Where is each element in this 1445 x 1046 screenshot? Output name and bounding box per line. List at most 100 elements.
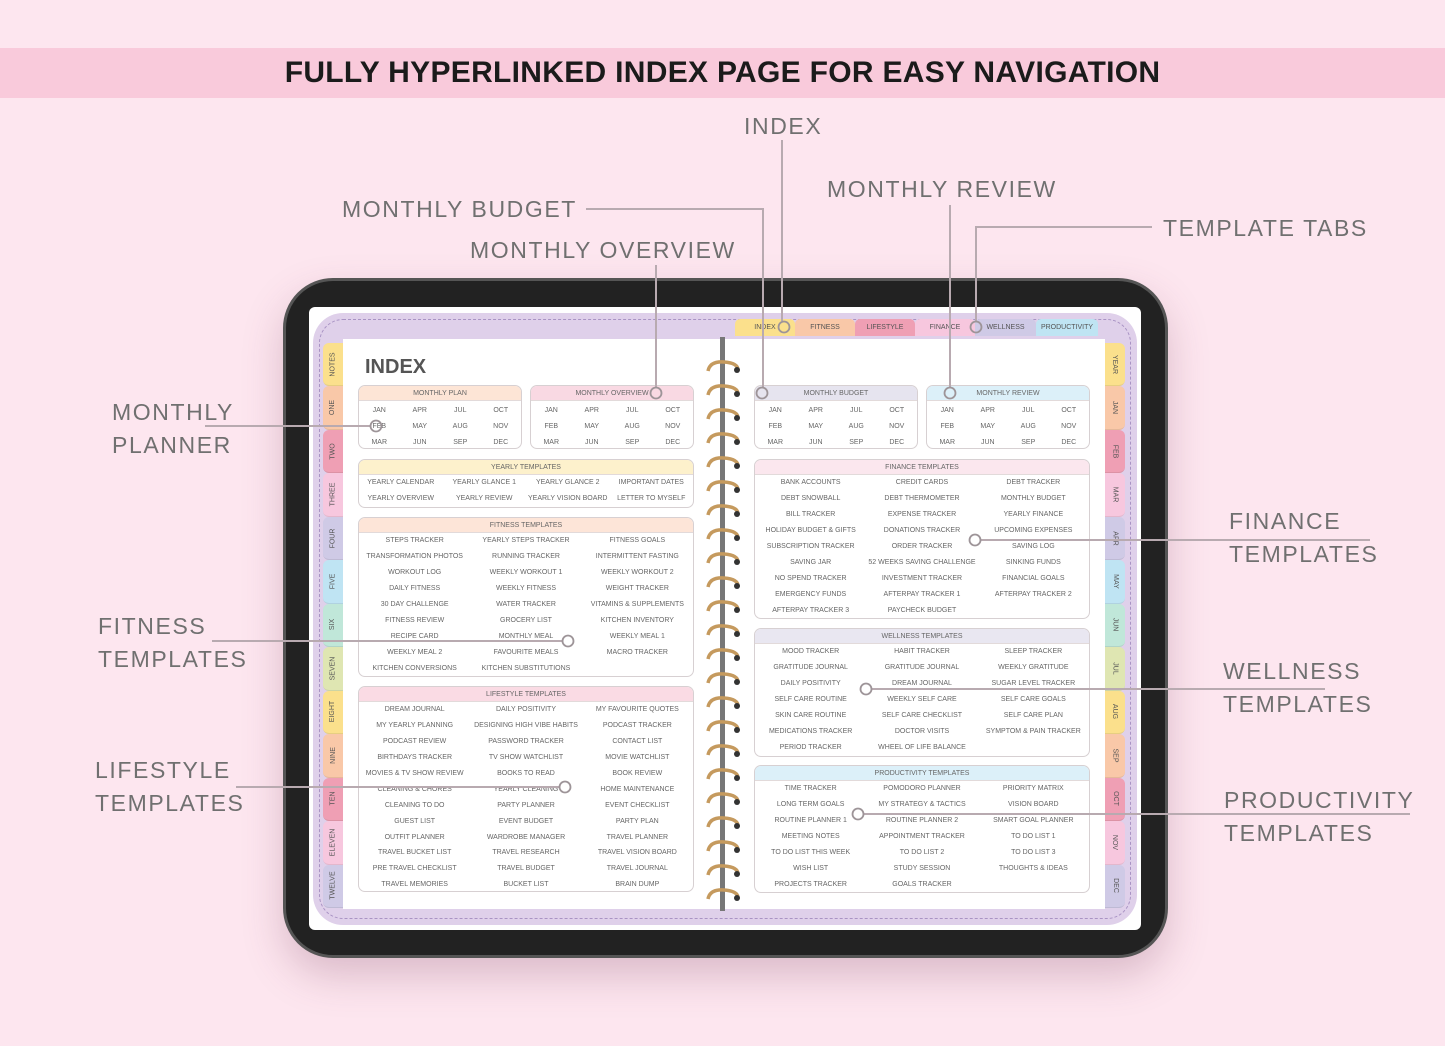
template-link[interactable]: CLEANING & CHORES	[377, 785, 452, 793]
template-link[interactable]: APPOINTMENT TRACKER	[879, 833, 965, 841]
month-link[interactable]: MAR	[939, 438, 956, 446]
template-link[interactable]: MOVIE WATCHLIST	[605, 754, 670, 762]
month-link[interactable]: SEP	[1021, 438, 1036, 446]
month-link[interactable]: DEC	[493, 438, 509, 446]
side-tab-eleven[interactable]: ELEVEN	[323, 821, 343, 865]
template-link[interactable]: SUBSCRIPTION TRACKER	[766, 543, 855, 550]
template-link[interactable]: AFTERPAY TRACKER 3	[772, 606, 850, 614]
template-link[interactable]: THOUGHTS & IDEAS	[998, 864, 1068, 872]
side-tab-mar[interactable]: MAR	[1105, 473, 1125, 517]
template-link[interactable]: SINKING FUNDS	[1005, 558, 1061, 566]
template-link[interactable]: SMART GOAL PLANNER	[993, 817, 1074, 825]
template-link[interactable]: TRAVEL RESEARCH	[492, 849, 560, 857]
template-link[interactable]: DEBT TRACKER	[1006, 479, 1061, 487]
side-tab-oct[interactable]: OCT	[1105, 777, 1125, 822]
template-tab-index[interactable]: INDEX	[735, 319, 795, 336]
template-link[interactable]: TV SHOW WATCHLIST	[488, 754, 564, 762]
template-link[interactable]: SELF CARE CHECKLIST	[881, 712, 963, 719]
template-link[interactable]: WEEKLY MEAL 2	[387, 648, 443, 656]
template-link[interactable]: BOOK REVIEW	[612, 770, 663, 777]
template-link[interactable]: SAVING LOG	[1011, 543, 1055, 550]
template-link[interactable]: DEBT THERMOMETER	[884, 495, 960, 503]
side-tab-twelve[interactable]: TWELVE	[323, 864, 343, 908]
month-link[interactable]: DEC	[889, 438, 905, 446]
month-link[interactable]: JUL	[626, 406, 639, 414]
template-link[interactable]: LONG TERM GOALS	[776, 801, 845, 809]
month-link[interactable]: MAY	[980, 422, 996, 430]
template-link[interactable]: FINANCIAL GOALS	[1002, 574, 1065, 582]
template-link[interactable]: FITNESS GOALS	[609, 537, 666, 545]
template-link[interactable]: DAILY POSITIVITY	[780, 680, 841, 688]
template-link[interactable]: FITNESS REVIEW	[385, 616, 445, 624]
template-link[interactable]: GUEST LIST	[394, 817, 436, 825]
month-link[interactable]: NOV	[889, 422, 905, 430]
template-link[interactable]: PERIOD TRACKER	[779, 743, 842, 751]
template-link[interactable]: MOOD TRACKER	[782, 648, 840, 656]
template-link[interactable]: TO DO LIST 3	[1011, 849, 1056, 856]
side-tab-four[interactable]: FOUR	[323, 516, 343, 561]
template-link[interactable]: MONTHLY BUDGET	[1000, 495, 1066, 503]
template-link[interactable]: TIME TRACKER	[784, 785, 837, 793]
template-link[interactable]: SUGAR LEVEL TRACKER	[991, 680, 1076, 688]
template-link[interactable]: TRANSFORMATION PHOTOS	[366, 553, 463, 561]
template-link[interactable]: TRAVEL MEMORIES	[381, 881, 448, 889]
template-link[interactable]: 30 DAY CHALLENGE	[380, 601, 449, 608]
template-link[interactable]: KITCHEN INVENTORY	[600, 616, 674, 624]
template-link[interactable]: TRAVEL BUDGET	[497, 865, 555, 873]
template-link[interactable]: AFTERPAY TRACKER 1	[883, 590, 961, 598]
template-link[interactable]: STEPS TRACKER	[385, 537, 444, 545]
template-link[interactable]: TRAVEL PLANNER	[606, 833, 669, 841]
template-link[interactable]: BOOKS TO READ	[497, 770, 555, 777]
template-link[interactable]: WEEKLY WORKOUT 1	[489, 569, 563, 577]
side-tab-three[interactable]: THREE	[323, 473, 343, 517]
template-link[interactable]: SKIN CARE ROUTINE	[775, 712, 847, 719]
section-header[interactable]: MONTHLY BUDGET	[755, 386, 917, 401]
month-link[interactable]: NOV	[665, 422, 681, 430]
template-link[interactable]: CLEANING TO DO	[384, 801, 445, 809]
template-tab-wellness[interactable]: WELLNESS	[975, 319, 1036, 336]
side-tab-jul[interactable]: JUL	[1105, 647, 1125, 691]
template-link[interactable]: SAVING JAR	[790, 558, 832, 566]
side-tab-six[interactable]: SIX	[323, 603, 343, 648]
month-link[interactable]: MAR	[767, 438, 784, 446]
month-link[interactable]: MAY	[584, 422, 600, 430]
template-link[interactable]: MOVIES & TV SHOW REVIEW	[365, 770, 464, 777]
side-tab-year[interactable]: YEAR	[1105, 343, 1125, 387]
template-link[interactable]: VISION BOARD	[1008, 801, 1059, 809]
month-link[interactable]: JUN	[584, 438, 599, 446]
month-link[interactable]: JAN	[544, 406, 558, 414]
template-link[interactable]: TRAVEL BUCKET LIST	[377, 849, 452, 857]
template-link[interactable]: EVENT BUDGET	[498, 817, 554, 825]
month-link[interactable]: MAR	[371, 438, 388, 446]
template-link[interactable]: BANK ACCOUNTS	[780, 479, 841, 487]
template-link[interactable]: INTERMITTENT FASTING	[595, 553, 679, 561]
template-link[interactable]: GROCERY LIST	[500, 616, 552, 624]
template-link[interactable]: YEARLY REVIEW	[455, 495, 513, 503]
template-link[interactable]: EVENT CHECKLIST	[605, 801, 670, 809]
template-link[interactable]: MEDICATIONS TRACKER	[768, 727, 853, 735]
section-header[interactable]: FINANCE TEMPLATES	[755, 460, 1089, 475]
template-link[interactable]: BUCKET LIST	[503, 881, 549, 889]
template-link[interactable]: YEARLY CLEANING	[493, 785, 559, 793]
template-link[interactable]: KITCHEN CONVERSIONS	[372, 664, 457, 672]
template-link[interactable]: DEBT SNOWBALL	[780, 495, 841, 503]
template-link[interactable]: BIRTHDAYS TRACKER	[377, 754, 452, 762]
template-link[interactable]: PARTY PLANNER	[497, 801, 555, 809]
template-link[interactable]: TO DO LIST 1	[1011, 833, 1056, 841]
side-tab-ten[interactable]: TEN	[323, 777, 343, 822]
template-link[interactable]: WEEKLY FITNESS	[495, 585, 557, 593]
month-link[interactable]: AUG	[848, 422, 864, 430]
template-link[interactable]: POMODORO PLANNER	[883, 785, 961, 793]
template-link[interactable]: MY STRATEGY & TACTICS	[878, 801, 966, 809]
template-link[interactable]: YEARLY VISION BOARD	[528, 495, 608, 503]
side-tab-jan[interactable]: JAN	[1105, 386, 1125, 430]
template-link[interactable]: PRIORITY MATRIX	[1002, 785, 1064, 793]
section-header[interactable]: YEARLY TEMPLATES	[359, 460, 693, 475]
month-link[interactable]: OCT	[665, 406, 681, 414]
month-link[interactable]: APR	[980, 406, 995, 414]
template-link[interactable]: DREAM JOURNAL	[892, 680, 952, 688]
template-link[interactable]: DONATIONS TRACKER	[883, 527, 961, 535]
side-tab-seven[interactable]: SEVEN	[323, 647, 343, 691]
template-link[interactable]: VITAMINS & SUPPLEMENTS	[590, 601, 684, 608]
month-link[interactable]: OCT	[493, 406, 509, 414]
